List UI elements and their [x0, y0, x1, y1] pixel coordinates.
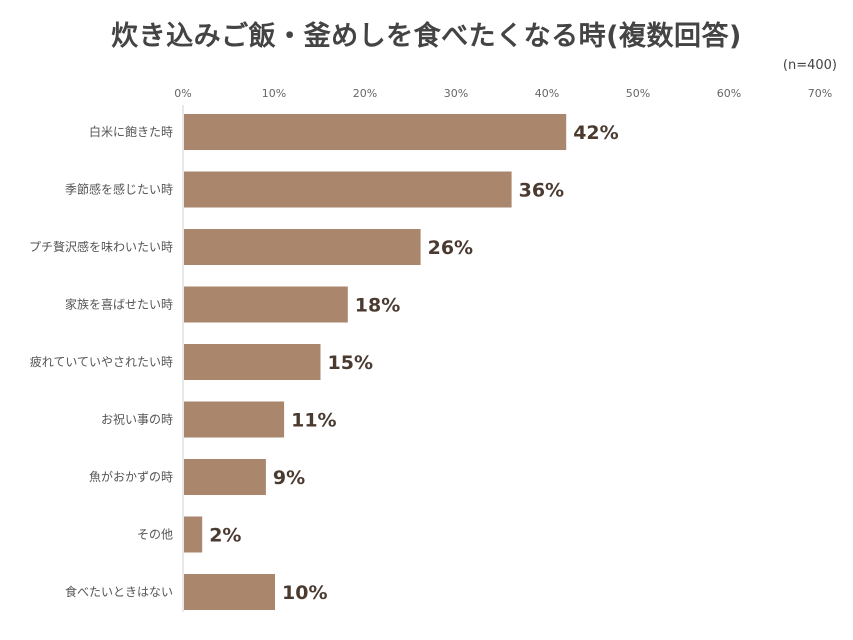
bar: [184, 114, 567, 150]
category-label: 食べたいときはない: [65, 584, 173, 599]
x-tick-label: 20%: [353, 87, 377, 100]
bar: [184, 286, 348, 323]
category-label: プチ贅沢感を味わいたい時: [29, 239, 173, 254]
data-label: 9%: [273, 467, 305, 489]
bar: [184, 171, 512, 208]
data-label: 42%: [573, 122, 618, 144]
category-label: お祝い事の時: [101, 413, 173, 427]
x-tick-label: 60%: [717, 87, 741, 100]
data-label: 15%: [328, 352, 373, 374]
x-tick-label: 0%: [174, 87, 191, 100]
bar: [184, 229, 421, 265]
bar: [184, 574, 275, 610]
category-label: 家族を喜ばせたい時: [65, 297, 173, 312]
category-label: 疲れていていやされたい時: [30, 354, 173, 369]
data-label: 26%: [428, 237, 473, 259]
category-label: 白米に飽きた時: [89, 124, 173, 139]
bar: [184, 516, 203, 553]
data-label: 36%: [519, 180, 564, 202]
chart-title: 炊き込みご飯・釜めしを食べたくなる時(複数回答): [111, 21, 742, 52]
category-label: その他: [137, 528, 173, 542]
data-label: 2%: [209, 525, 241, 547]
x-tick-label: 50%: [626, 87, 650, 100]
category-label: 季節感を感じたい時: [65, 182, 173, 197]
x-tick-label: 10%: [262, 87, 286, 100]
category-label: 魚がおかずの時: [89, 469, 173, 484]
sample-size-note: (n=400): [782, 58, 837, 73]
bar: [184, 459, 266, 495]
bar: [184, 344, 321, 380]
data-label: 11%: [291, 410, 336, 432]
x-tick-label: 70%: [808, 87, 832, 100]
data-label: 10%: [282, 582, 327, 604]
bar: [184, 401, 285, 438]
x-tick-label: 30%: [444, 87, 468, 100]
x-tick-label: 40%: [535, 87, 559, 100]
data-label: 18%: [355, 295, 400, 317]
